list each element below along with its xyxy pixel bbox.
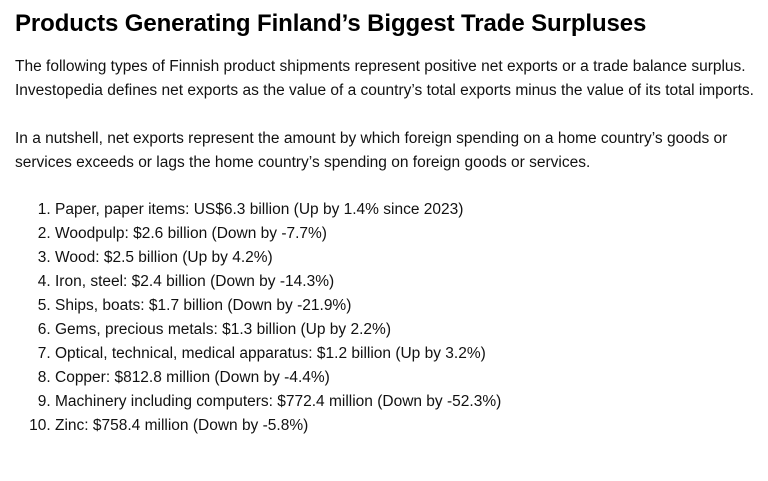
list-item: Zinc: $758.4 million (Down by -5.8%) (55, 414, 754, 438)
intro-paragraph: The following types of Finnish product s… (15, 58, 754, 99)
article: Products Generating Finland’s Biggest Tr… (0, 0, 768, 438)
list-item: Woodpulp: $2.6 billion (Down by -7.7%) (55, 222, 754, 246)
page-title: Products Generating Finland’s Biggest Tr… (15, 10, 647, 37)
list-item: Optical, technical, medical apparatus: $… (55, 342, 754, 366)
list-item: Ships, boats: $1.7 billion (Down by -21.… (55, 294, 754, 318)
list-item: Copper: $812.8 million (Down by -4.4%) (55, 366, 754, 390)
list-item: Wood: $2.5 billion (Up by 4.2%) (55, 246, 754, 270)
list-item: Iron, steel: $2.4 billion (Down by -14.3… (55, 270, 754, 294)
list-item: Paper, paper items: US$6.3 billion (Up b… (55, 198, 754, 222)
list-item: Gems, precious metals: $1.3 billion (Up … (55, 318, 754, 342)
nutshell-paragraph: In a nutshell, net exports represent the… (15, 130, 728, 171)
surplus-products-list: Paper, paper items: US$6.3 billion (Up b… (15, 198, 754, 438)
list-item: Machinery including computers: $772.4 mi… (55, 390, 754, 414)
